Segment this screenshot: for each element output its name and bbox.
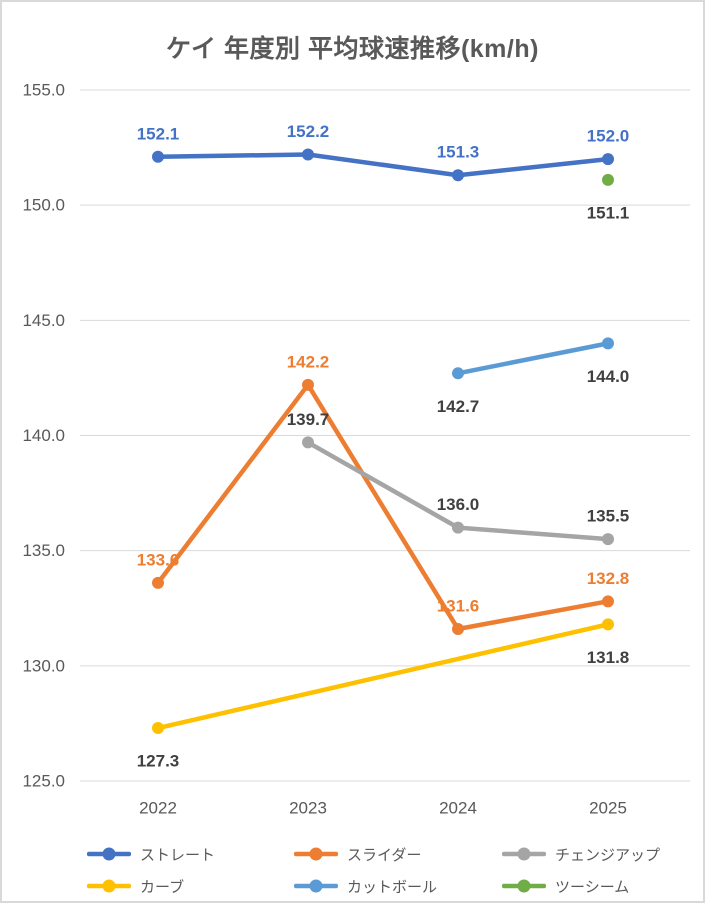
legend-label-slider: スライダー bbox=[347, 846, 422, 864]
data-point-two-seam bbox=[602, 173, 614, 186]
x-axis-label: 2025 bbox=[589, 799, 627, 818]
data-point-straight bbox=[452, 169, 464, 182]
data-point-slider bbox=[302, 378, 314, 391]
data-label-slider: 132.8 bbox=[587, 569, 630, 588]
data-label-slider: 142.2 bbox=[287, 352, 330, 371]
y-axis-label: 145.0 bbox=[22, 311, 65, 330]
data-label-cutter: 144.0 bbox=[587, 367, 630, 386]
series-line-straight bbox=[155, 152, 611, 178]
series-cutter: 142.7 144.0 bbox=[437, 337, 630, 416]
legend-marker-two-seam bbox=[502, 879, 546, 893]
legend-item-cutter[interactable]: カットボール bbox=[294, 874, 437, 898]
y-axis-label: 130.0 bbox=[22, 656, 65, 675]
x-axis-label: 2024 bbox=[439, 799, 477, 818]
data-point-cutter bbox=[452, 367, 464, 380]
series-changeup: 139.7 136.0 135.5 bbox=[287, 410, 630, 546]
legend-marker-straight bbox=[87, 847, 131, 861]
legend-marker-curve bbox=[87, 879, 131, 893]
data-label-curve: 127.3 bbox=[137, 752, 180, 771]
data-point-changeup bbox=[452, 521, 464, 534]
data-point-straight bbox=[302, 148, 314, 161]
data-label-changeup: 139.7 bbox=[287, 410, 330, 429]
series-two-seam: 151.1 bbox=[587, 173, 630, 222]
legend-label-cutter: カットボール bbox=[347, 878, 438, 896]
legend-label-two-seam: ツーシーム bbox=[555, 878, 630, 896]
legend-marker-changeup bbox=[502, 847, 546, 861]
legend-label-straight: ストレート bbox=[140, 846, 216, 864]
x-axis-label: 2022 bbox=[139, 799, 177, 818]
data-label-slider: 131.6 bbox=[437, 596, 480, 615]
legend-item-straight[interactable]: ストレート bbox=[87, 842, 215, 866]
legend-item-changeup[interactable]: チェンジアップ bbox=[502, 842, 660, 866]
data-point-straight bbox=[152, 150, 164, 163]
data-label-cutter: 142.7 bbox=[437, 397, 480, 416]
data-label-straight: 152.0 bbox=[587, 127, 630, 146]
data-point-slider bbox=[152, 576, 164, 589]
series-straight: 152.1 152.2 151.3 152.0 bbox=[137, 122, 630, 182]
data-label-straight: 151.3 bbox=[437, 143, 480, 162]
data-point-curve bbox=[602, 618, 614, 631]
data-label-changeup: 136.0 bbox=[437, 495, 480, 514]
data-point-changeup bbox=[302, 436, 314, 449]
data-point-curve bbox=[152, 722, 164, 735]
y-axis-label: 135.0 bbox=[22, 541, 65, 560]
legend-item-two-seam[interactable]: ツーシーム bbox=[502, 874, 629, 898]
series-line-curve bbox=[155, 622, 611, 731]
data-label-straight: 152.2 bbox=[287, 122, 330, 141]
data-point-straight bbox=[602, 153, 614, 166]
data-label-two-seam: 151.1 bbox=[587, 203, 630, 222]
y-axis-label: 125.0 bbox=[22, 772, 65, 791]
data-point-slider bbox=[452, 622, 464, 635]
data-label-slider: 133.6 bbox=[137, 550, 180, 569]
legend-label-changeup: チェンジアップ bbox=[555, 846, 661, 864]
legend-item-slider[interactable]: スライダー bbox=[294, 842, 421, 866]
y-axis-label: 150.0 bbox=[22, 196, 65, 215]
data-point-changeup bbox=[602, 533, 614, 546]
legend-label-curve: カーブ bbox=[140, 878, 185, 896]
series-curve: 127.3 131.8 bbox=[137, 618, 630, 771]
data-point-slider bbox=[602, 595, 614, 608]
x-axis-label: 2023 bbox=[289, 799, 327, 818]
series-line-cutter bbox=[455, 341, 611, 376]
y-axis-label: 140.0 bbox=[22, 426, 65, 445]
legend-marker-cutter bbox=[294, 879, 338, 893]
y-axis-label: 155.0 bbox=[22, 81, 65, 100]
data-label-straight: 152.1 bbox=[137, 124, 180, 143]
data-point-cutter bbox=[602, 337, 614, 350]
legend-marker-slider bbox=[294, 847, 338, 861]
legend-item-curve[interactable]: カーブ bbox=[87, 874, 184, 898]
series-slider: 133.6 142.2 131.6 132.8 bbox=[137, 352, 630, 635]
data-label-curve: 131.8 bbox=[587, 648, 630, 667]
data-label-changeup: 135.5 bbox=[587, 507, 630, 526]
chart-title: ケイ 年度別 平均球速推移(km/h) bbox=[166, 35, 539, 63]
series-line-slider bbox=[155, 382, 611, 632]
